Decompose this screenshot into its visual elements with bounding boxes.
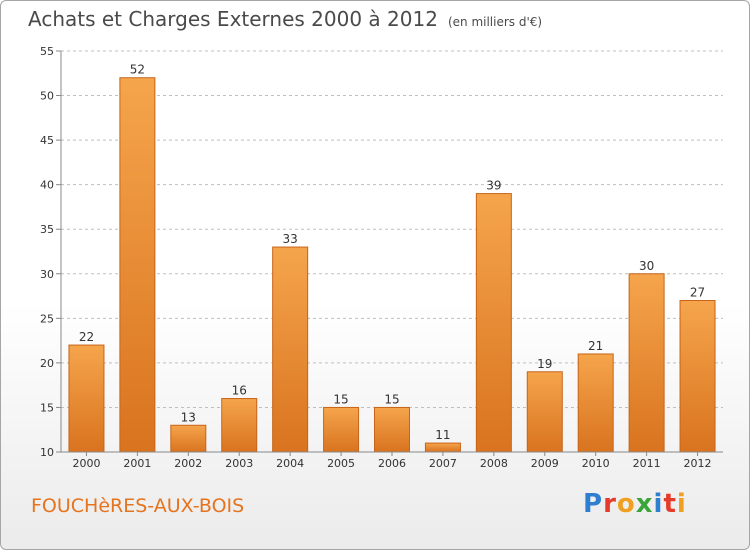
data-label-2012: 27 [690,286,705,300]
chart-subtitle: (en milliers d'€) [447,15,543,29]
data-label-2006: 15 [384,392,399,406]
data-label-2000: 22 [79,330,94,344]
x-tick-label-2010: 2010 [582,457,610,470]
y-tick-label: 25 [40,312,54,325]
data-label-2002: 13 [181,410,196,424]
bar-2008 [475,193,512,453]
data-label-2004: 33 [283,232,298,246]
x-tick-label-2008: 2008 [480,457,508,470]
logo-letter: t [663,489,677,519]
bar-2006 [374,406,410,453]
x-tick-label-2006: 2006 [378,457,406,470]
chart-title-text: Achats et Charges Externes 2000 à 2012 [28,7,438,31]
y-tick-label: 10 [40,446,54,459]
data-label-2008: 39 [486,179,501,193]
axis-layer: 10 15 20 25 30 35 40 45 50 55 2000 2001 2002 2003 2004… [40,45,723,470]
bar-2004 [272,246,309,453]
x-tick-label-2000: 2000 [72,457,100,470]
data-label-2005: 15 [333,392,348,406]
bar-2001 [119,77,156,453]
x-tick-label-2001: 2001 [123,457,151,470]
y-tick-label: 35 [40,223,54,236]
bar-2005 [323,406,360,453]
data-label-2003: 16 [232,384,247,398]
y-tick-label: 30 [40,268,54,281]
logo-letter: r [603,489,617,519]
logo-letter: i [676,489,687,519]
y-tick-label: 50 [40,90,54,103]
y-tick-label: 20 [40,357,54,370]
x-tick-label-2012: 2012 [684,457,712,470]
y-tick-label: 55 [40,45,54,58]
x-tick-label-2004: 2004 [276,457,304,470]
bar-2000 [68,344,105,453]
x-tick-label-2011: 2011 [633,457,661,470]
logo-letter: x [635,489,654,519]
x-tick-label-2002: 2002 [174,457,202,470]
bar-2009 [526,371,563,453]
data-label-2010: 21 [588,339,603,353]
bar-2002 [170,424,207,453]
x-tick-label-2007: 2007 [429,457,457,470]
bar-2011 [628,273,665,453]
bar-2003 [221,398,258,453]
x-tick-label-2005: 2005 [327,457,355,470]
data-label-2009: 19 [537,357,552,371]
commune-name: FOUCHèRES-AUX-BOIS [31,495,245,517]
logo-letter: P [583,489,604,519]
bar-2007 [424,442,461,453]
bars-layer: 22 52 13 16 33 15 15 11 39 19 21 30 27 [68,63,716,453]
proxiti-logo[interactable]: Proxiti [583,489,687,519]
bar-2010 [577,353,614,453]
y-tick-label: 40 [40,179,54,192]
x-tick-label-2009: 2009 [531,457,559,470]
y-tick-label: 45 [40,134,54,147]
data-label-2007: 11 [435,428,450,442]
logo-letter: o [616,489,636,519]
y-tick-label: 15 [40,401,54,414]
logo-letter: i [653,489,664,519]
chart-title: Achats et Charges Externes 2000 à 2012 (e… [28,7,542,31]
data-label-2001: 52 [130,63,145,77]
data-label-2011: 30 [639,259,654,273]
bar-2012 [679,300,716,453]
x-tick-label-2003: 2003 [225,457,253,470]
